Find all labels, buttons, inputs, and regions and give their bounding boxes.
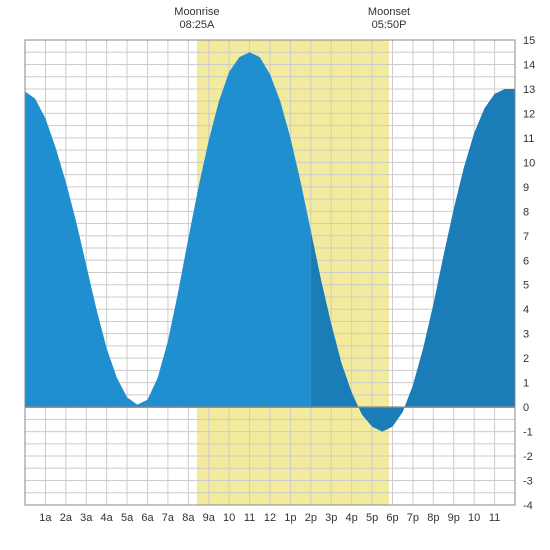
x-tick-label: 1a bbox=[39, 512, 52, 524]
x-tick-label: 1p bbox=[284, 512, 296, 524]
y-tick-label: -2 bbox=[523, 451, 533, 463]
x-tick-label: 11 bbox=[489, 512, 500, 524]
y-tick-label: 5 bbox=[523, 280, 529, 292]
y-tick-label: -1 bbox=[523, 427, 533, 439]
x-tick-label: 9a bbox=[203, 512, 216, 524]
x-tick-label: 6a bbox=[141, 512, 154, 524]
y-tick-label: 4 bbox=[523, 304, 529, 316]
y-tick-label: 14 bbox=[523, 59, 535, 71]
x-tick-label: 10 bbox=[468, 512, 480, 524]
x-tick-label: 4p bbox=[346, 512, 358, 524]
x-tick-label: 12 bbox=[264, 512, 276, 524]
y-tick-label: 3 bbox=[523, 329, 529, 341]
y-tick-label: -3 bbox=[523, 476, 533, 488]
moonrise-label: Moonrise bbox=[174, 6, 219, 18]
x-tick-label: 10 bbox=[223, 512, 235, 524]
y-tick-label: 8 bbox=[523, 206, 529, 218]
y-tick-label: 2 bbox=[523, 353, 529, 365]
x-tick-label: 3p bbox=[325, 512, 337, 524]
x-tick-label: 6p bbox=[386, 512, 398, 524]
x-tick-label: 8a bbox=[182, 512, 195, 524]
x-tick-label: 2p bbox=[305, 512, 317, 524]
tide-chart: -4-3-2-101234567891011121314151a2a3a4a5a… bbox=[0, 0, 550, 550]
y-tick-label: 6 bbox=[523, 255, 529, 267]
y-tick-label: 9 bbox=[523, 182, 529, 194]
y-tick-label: 7 bbox=[523, 231, 529, 243]
y-tick-label: 12 bbox=[523, 108, 535, 120]
x-tick-label: 7a bbox=[162, 512, 175, 524]
y-tick-label: 15 bbox=[523, 35, 535, 47]
y-tick-label: 13 bbox=[523, 84, 535, 96]
moonset-time: 05:50P bbox=[372, 19, 407, 31]
y-tick-label: -4 bbox=[523, 500, 533, 512]
x-tick-label: 9p bbox=[448, 512, 460, 524]
y-tick-label: 0 bbox=[523, 402, 529, 414]
y-tick-label: 11 bbox=[523, 133, 534, 145]
x-tick-label: 4a bbox=[101, 512, 114, 524]
x-tick-label: 5p bbox=[366, 512, 378, 524]
x-tick-label: 8p bbox=[427, 512, 439, 524]
x-tick-label: 3a bbox=[80, 512, 93, 524]
moonrise-time: 08:25A bbox=[179, 19, 215, 31]
x-tick-label: 5a bbox=[121, 512, 134, 524]
x-tick-label: 7p bbox=[407, 512, 419, 524]
moonset-label: Moonset bbox=[368, 6, 410, 18]
x-tick-label: 2a bbox=[60, 512, 73, 524]
chart-svg: -4-3-2-101234567891011121314151a2a3a4a5a… bbox=[0, 0, 550, 550]
y-tick-label: 1 bbox=[523, 378, 529, 390]
y-tick-label: 10 bbox=[523, 157, 535, 169]
x-tick-label: 11 bbox=[244, 512, 255, 524]
